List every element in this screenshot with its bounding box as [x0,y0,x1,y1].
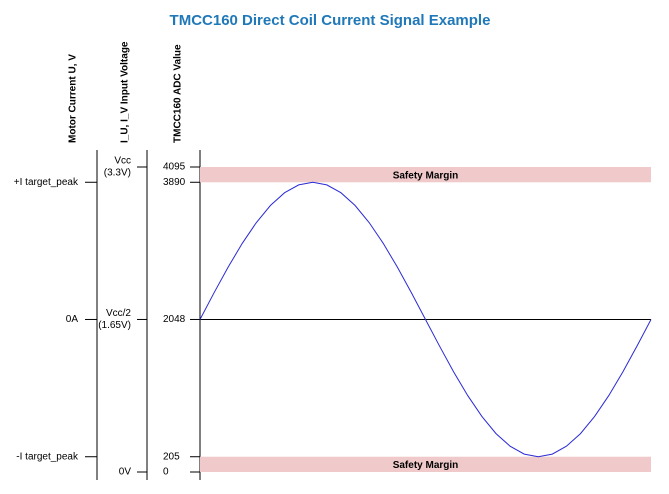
y-tick-label: 0 [163,467,169,478]
current-tick-label: +I target_peak [14,177,79,188]
band-label: Safety Margin [393,460,459,471]
current-tick-label: -I target_peak [16,451,79,462]
safety-band [200,456,651,472]
band-label: Safety Margin [393,170,459,181]
y-tick-label: 205 [163,451,180,462]
voltage-tick-sublabel: (1.65V) [98,320,131,331]
voltage-tick-label: Vcc [114,156,131,167]
voltage-tick-label: Vcc/2 [106,308,131,319]
y-tick-label: 4095 [163,162,186,173]
current-tick-label: 0A [66,314,79,325]
safety-band [200,167,651,183]
y-tick-label: 2048 [163,314,186,325]
voltage-tick-label: 0V [119,467,132,478]
chart-title: TMCC160 Direct Coil Current Signal Examp… [170,12,491,29]
axis-label: TMCC160 ADC Value [173,44,184,143]
signal-line [199,181,652,458]
axis-label: I_U, I_V Input Voltage [120,41,131,143]
voltage-tick-sublabel: (3.3V) [104,168,131,179]
y-tick-label: 3890 [163,177,186,188]
axis-label: Motor Current U, V [68,54,79,143]
